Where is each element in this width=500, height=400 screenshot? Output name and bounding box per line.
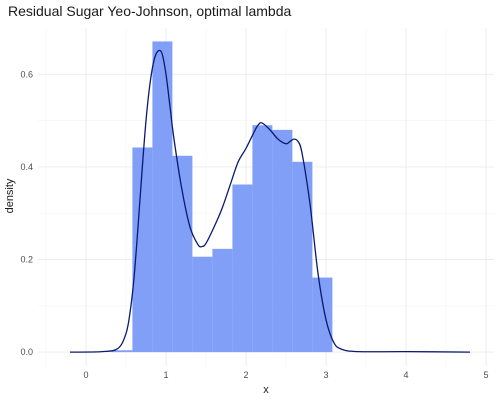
histogram-bar	[312, 277, 333, 353]
histogram-bar	[132, 147, 153, 353]
x-tick-label: 2	[243, 370, 248, 380]
chart-title: Residual Sugar Yeo-Johnson, optimal lamb…	[8, 3, 292, 19]
histogram-bar	[272, 129, 293, 353]
histogram-bar	[252, 125, 273, 353]
histogram-bars	[112, 41, 333, 353]
histogram-bar	[212, 248, 233, 353]
y-tick-label: 0.4	[20, 162, 33, 172]
density-curve-group	[69, 49, 471, 353]
y-tick-label: 0.2	[20, 255, 33, 265]
x-tick-label: 1	[163, 370, 168, 380]
x-axis-ticks: 0 1 2 3 4 5	[83, 370, 488, 380]
histogram-bar	[112, 350, 133, 353]
y-tick-label: 0.6	[20, 69, 33, 79]
y-axis-label: density	[4, 178, 16, 213]
x-axis-label: x	[263, 384, 269, 396]
y-axis-ticks: 0.0 0.2 0.4 0.6	[20, 69, 33, 357]
histogram-bar	[192, 256, 213, 353]
histogram-bar	[152, 41, 173, 353]
histogram-bar	[232, 184, 253, 353]
x-tick-label: 5	[483, 370, 488, 380]
histogram-bar	[172, 155, 193, 353]
x-tick-label: 4	[403, 370, 408, 380]
x-tick-label: 0	[83, 370, 88, 380]
x-tick-label: 3	[323, 370, 328, 380]
histogram-bar	[292, 161, 313, 353]
density-curve	[69, 49, 471, 353]
y-tick-label: 0.0	[20, 347, 33, 357]
